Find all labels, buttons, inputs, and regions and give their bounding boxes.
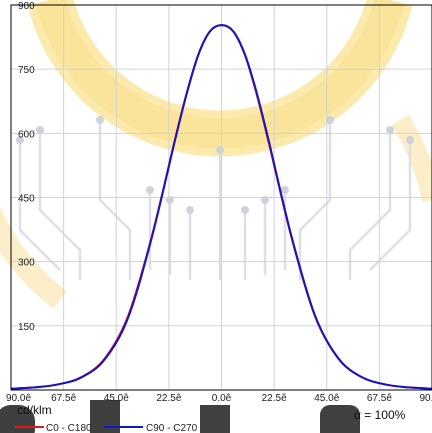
legend-label-c0: C0 - C180 — [46, 423, 92, 433]
y-tick-label: 900 — [18, 1, 35, 12]
x-tick-label: 90.0ê — [419, 393, 432, 404]
y-tick-label: 300 — [18, 258, 35, 269]
x-tick-label: 45.0ê — [104, 393, 129, 404]
grid-lines — [10, 4, 432, 390]
x-tick-label: 90.0ê — [6, 393, 31, 404]
y-tick-label: 600 — [18, 129, 35, 140]
y-tick-labels: 150 300 450 600 750 900 — [18, 1, 35, 333]
x-tick-label: 45.0ê — [314, 393, 339, 404]
x-tick-labels: 90.0ê 67.5ê 45.0ê 22.5ê 0.0ê 22.5ê 45.0ê 67.5ê 9… — [6, 393, 432, 404]
x-tick-label: 22.5ê — [262, 393, 287, 404]
y-tick-label: 750 — [18, 65, 35, 76]
x-tick-label: 0.0ê — [212, 393, 232, 404]
x-tick-label: 67.5ê — [51, 393, 76, 404]
legend-label-c90: C90 - C270 — [146, 423, 198, 433]
series-lines — [10, 24, 432, 390]
x-tick-label: 22.5ê — [156, 393, 181, 404]
y-tick-label: 450 — [18, 194, 35, 205]
legend: C0 - C180 C90 - C270 — [15, 423, 198, 433]
series-line-c90-c270 — [10, 24, 432, 390]
x-tick-label: 67.5ê — [367, 393, 392, 404]
y-tick-label: 150 — [18, 322, 35, 333]
unit-label: cd/klm — [17, 403, 52, 417]
intensity-note: ἀ = 100% — [354, 408, 406, 422]
plot-frame — [10, 4, 432, 391]
